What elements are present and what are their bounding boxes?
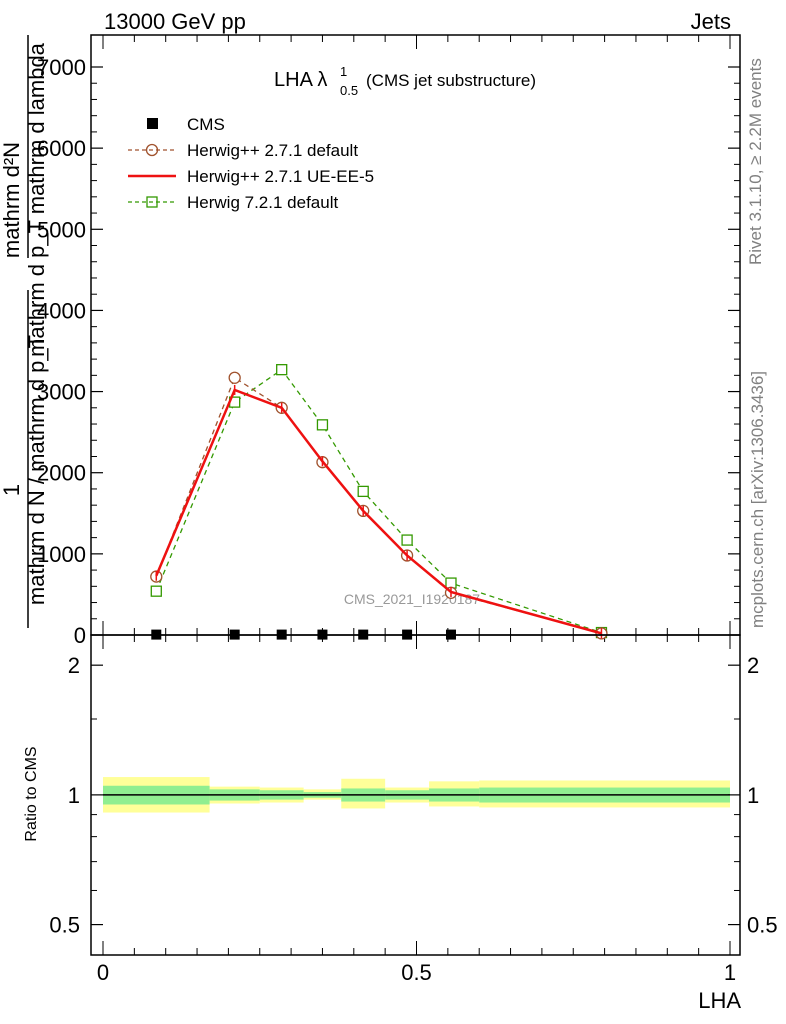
main-ytick-label-5: 5000 (37, 217, 86, 242)
main-y-axis-label: 1 mathrm d²N mathrm d N / mathrm d p_T m… (0, 35, 49, 628)
ratio-axis-ticks: 0.5 0.5 1 1 2 2 0 0.5 1 (49, 635, 778, 985)
point-herwig-7-2-1-default-2 (276, 364, 288, 376)
point-herwig-2-7-1-default-1 (228, 371, 241, 384)
point-herwig-7-2-1-default-6 (445, 577, 457, 589)
line-herwig-7-2-1-default (155, 368, 602, 634)
legend-label-herwig-default: Herwig++ 2.7.1 default (187, 141, 358, 160)
y-label-frac-num: mathrm d²N (0, 142, 24, 258)
y-label-combined-top: mathrm d p_T mathrm d lambda (24, 42, 49, 357)
ratio-ytick-label-left-2: 2 (68, 653, 80, 678)
point-herwig-7-2-1-default-5 (401, 534, 413, 546)
ratio-uncertainty-bands (103, 777, 730, 813)
ratio-ytick-label-left-1: 1 (68, 783, 80, 808)
main-ytick-label-6: 6000 (37, 136, 86, 161)
title-main: LHA λ (274, 69, 327, 91)
title-suffix: (CMS jet substructure) (366, 71, 536, 90)
legend-label-cms: CMS (187, 115, 225, 134)
xtick-label-1: 0.5 (401, 960, 432, 985)
ratio-panel-frame (90, 634, 741, 956)
ratio-ytick-label-right-2: 2 (747, 653, 759, 678)
legend: CMS Herwig++ 2.7.1 default Herwig++ 2.7.… (128, 115, 374, 212)
legend-marker-cms (147, 118, 158, 129)
title-sub: 0.5 (340, 83, 358, 98)
legend-marker-herwig-default (145, 143, 159, 157)
main-ytick-label-1: 1000 (37, 542, 86, 567)
point-herwig-7-2-1-default-3 (316, 419, 329, 431)
main-ytick-label-4: 4000 (37, 298, 86, 323)
main-ytick-label-7: 7000 (37, 55, 86, 80)
header-process: Jets (691, 9, 731, 34)
header-energy: 13000 GeV pp (104, 9, 246, 34)
ratio-ytick-label-right-1: 1 (747, 783, 759, 808)
xtick-label-2: 1 (724, 960, 736, 985)
y-label-one: 1 (0, 484, 24, 496)
mcplots-label: mcplots.cern.ch [arXiv:1306.3436] (748, 371, 767, 628)
main-axis-ticks: 0 1000 2000 3000 4000 5000 6000 7000 (37, 35, 740, 648)
line-herwig-2-7-1-ue-ee-5 (155, 388, 602, 635)
main-ytick-label-2: 2000 (37, 461, 86, 486)
ratio-ytick-label-left-0: 0.5 (49, 913, 80, 938)
legend-label-herwig-ueee5: Herwig++ 2.7.1 UE-EE-5 (187, 167, 374, 186)
point-herwig-7-2-1-default-4 (357, 485, 369, 498)
title-sup: 1 (340, 64, 347, 79)
point-herwig-7-2-1-default-0 (150, 585, 162, 597)
xtick-label-0: 0 (97, 960, 109, 985)
rivet-label: Rivet 3.1.10, ≥ 2.2M events (746, 58, 765, 265)
plot-title: LHA λ 1 0.5 (CMS jet substructure) (274, 64, 536, 98)
ratio-y-label: Ratio to CMS (23, 746, 40, 841)
main-ytick-label-3: 3000 (37, 380, 86, 405)
ratio-ytick-label-right-0: 0.5 (747, 913, 778, 938)
legend-label-herwig7: Herwig 7.2.1 default (187, 193, 338, 212)
main-ytick-label-0: 0 (74, 623, 86, 648)
legend-marker-herwig7 (146, 196, 158, 208)
x-axis-label: LHA (698, 988, 741, 1013)
